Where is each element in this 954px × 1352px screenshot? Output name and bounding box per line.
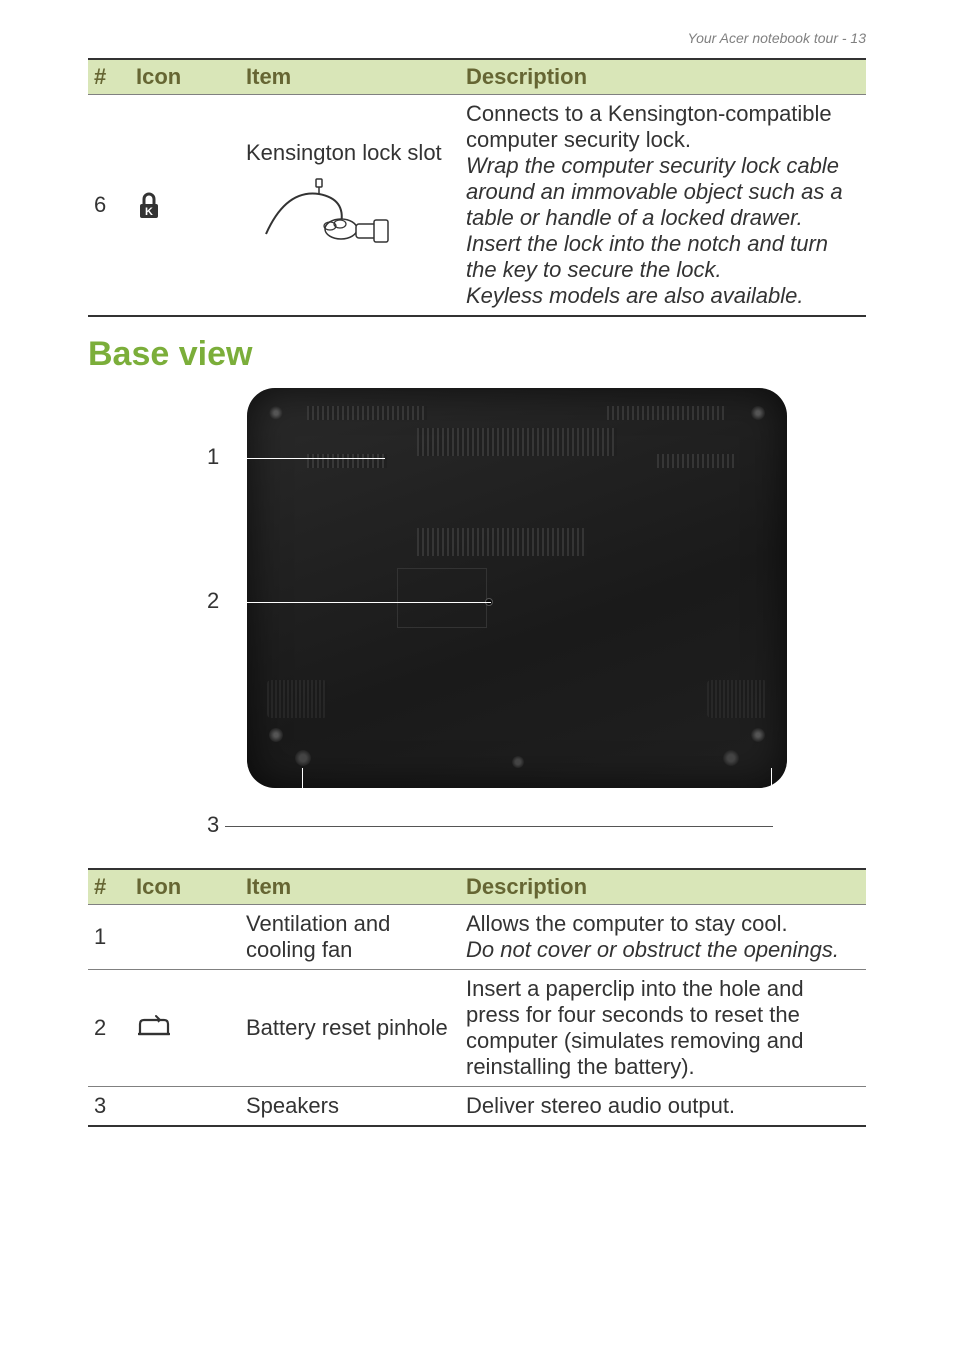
cell-icon: K: [130, 95, 240, 317]
cell-icon: [130, 905, 240, 970]
desc-note-3: Keyless models are also available.: [466, 283, 804, 308]
table-row: 1 Ventilation and cooling fan Allows the…: [88, 905, 866, 970]
table-header-row: # Icon Item Description: [88, 869, 866, 905]
cell-desc: Deliver stereo audio output.: [460, 1087, 866, 1127]
table-row: 3 Speakers Deliver stereo audio output.: [88, 1087, 866, 1127]
table-row: 6 K Kensington lock slot: [88, 95, 866, 317]
desc-note-2: Insert the lock into the notch and turn …: [466, 231, 828, 282]
cell-num: 2: [88, 970, 130, 1087]
cell-num: 1: [88, 905, 130, 970]
cell-desc: Connects to a Kensington-compatible comp…: [460, 95, 866, 317]
col-header-icon: Icon: [130, 59, 240, 95]
ports-table-continued: # Icon Item Description 6 K Kensingt: [88, 58, 866, 317]
section-heading-base-view: Base view: [88, 335, 866, 374]
svg-text:K: K: [145, 206, 153, 218]
cell-num: 6: [88, 95, 130, 317]
col-header-item: Item: [240, 869, 460, 905]
callout-label-1: 1: [207, 444, 219, 470]
cell-icon: [130, 1087, 240, 1127]
base-view-table: # Icon Item Description 1 Ventilation an…: [88, 868, 866, 1127]
cell-desc: Insert a paperclip into the hole and pre…: [460, 970, 866, 1087]
table-row: 2 Battery reset pinhole Insert a papercl…: [88, 970, 866, 1087]
lock-cable-illustration-icon: [246, 174, 396, 264]
item-label: Kensington lock slot: [246, 140, 454, 166]
cell-item: Ventilation and cooling fan: [240, 905, 460, 970]
cell-item: Battery reset pinhole: [240, 970, 460, 1087]
base-view-diagram: 1 2 3: [88, 388, 866, 848]
col-header-num: #: [88, 59, 130, 95]
col-header-icon: Icon: [130, 869, 240, 905]
cell-item: Kensington lock slot: [240, 95, 460, 317]
callout-label-2: 2: [207, 588, 219, 614]
desc-text: Insert a paperclip into the hole and pre…: [466, 976, 804, 1079]
desc-text: Connects to a Kensington-compatible comp…: [466, 101, 832, 152]
table-header-row: # Icon Item Description: [88, 59, 866, 95]
col-header-item: Item: [240, 59, 460, 95]
col-header-desc: Description: [460, 59, 866, 95]
col-header-num: #: [88, 869, 130, 905]
cell-icon: [130, 970, 240, 1087]
battery-reset-icon: [136, 1014, 176, 1042]
desc-text: Deliver stereo audio output.: [466, 1093, 735, 1118]
cell-item: Speakers: [240, 1087, 460, 1127]
desc-note-1: Wrap the computer security lock cable ar…: [466, 153, 843, 230]
desc-note: Do not cover or obstruct the openings.: [466, 937, 839, 962]
running-header: Your Acer notebook tour - 13: [88, 30, 866, 46]
col-header-desc: Description: [460, 869, 866, 905]
cell-num: 3: [88, 1087, 130, 1127]
cell-desc: Allows the computer to stay cool. Do not…: [460, 905, 866, 970]
laptop-base-illustration: [247, 388, 787, 788]
kensington-lock-icon: K: [136, 190, 162, 220]
desc-text: Allows the computer to stay cool.: [466, 911, 788, 936]
callout-label-3: 3: [207, 812, 219, 838]
